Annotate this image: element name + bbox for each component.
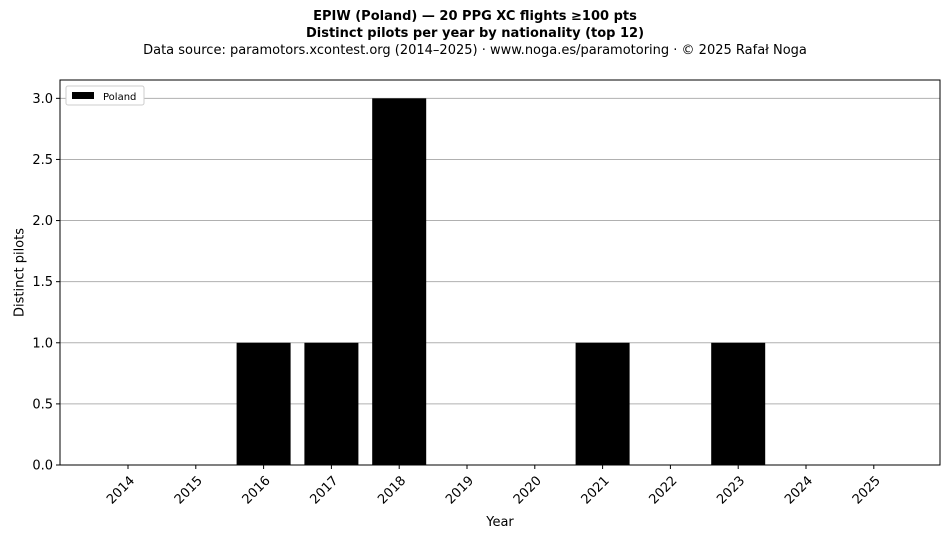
y-axis-label: Distinct pilots — [13, 228, 28, 317]
legend-box — [65, 85, 145, 106]
bar-2017 — [304, 342, 359, 465]
bar-series — [236, 98, 766, 465]
y-gridlines — [60, 97, 940, 466]
x-tick-label: 2021 — [579, 473, 613, 507]
legend: Poland — [65, 85, 145, 106]
x-tick-label: 2022 — [646, 473, 680, 507]
x-tick-label: 2018 — [375, 473, 409, 507]
x-tick-label: 2016 — [240, 473, 274, 507]
chart-titles: EPIW (Poland) — 20 PPG XC flights ≥100 p… — [0, 8, 950, 59]
chart-title: EPIW (Poland) — 20 PPG XC flights ≥100 p… — [313, 9, 637, 24]
x-tick-label: 2014 — [104, 473, 138, 507]
bar-2021 — [575, 342, 630, 465]
chart-source-note: Data source: paramotors.xcontest.org (20… — [143, 43, 807, 58]
bar-2023 — [711, 342, 766, 465]
y-tick-label: 1.0 — [32, 336, 53, 351]
x-tick-label: 2017 — [307, 473, 341, 507]
bar-2016 — [236, 342, 291, 465]
plot-frame — [59, 79, 941, 466]
y-tick-label: 2.5 — [32, 153, 53, 168]
bar-2018 — [372, 98, 427, 465]
y-tick-label: 0.5 — [32, 397, 53, 412]
y-tick-label: 0.0 — [32, 459, 53, 474]
legend-label-poland: Poland — [103, 92, 136, 103]
y-axis: 0.0 0.5 1.0 1.5 2.0 2.5 3.0 — [32, 92, 60, 474]
legend-swatch-poland — [72, 92, 94, 99]
x-axis-label: Year — [485, 515, 514, 530]
x-tick-label: 2015 — [172, 473, 206, 507]
chart-subtitle: Distinct pilots per year by nationality … — [305, 26, 645, 41]
x-axis: 2014 2015 2016 2017 2018 2019 2020 2021 2022 2023… — [104, 465, 884, 507]
y-tick-label: 3.0 — [32, 92, 53, 107]
x-tick-label: 2020 — [511, 473, 545, 507]
x-tick-label: 2023 — [714, 473, 748, 507]
y-tick-label: 1.5 — [32, 275, 53, 290]
y-tick-label: 2.0 — [32, 214, 53, 229]
x-tick-label: 2019 — [443, 473, 477, 507]
x-tick-label: 2024 — [782, 473, 816, 507]
x-tick-label: 2025 — [850, 473, 884, 507]
